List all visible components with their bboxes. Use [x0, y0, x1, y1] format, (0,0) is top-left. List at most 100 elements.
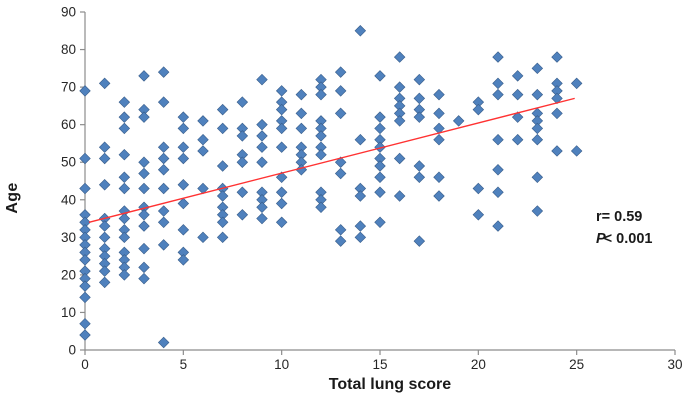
data-point: [393, 115, 406, 127]
data-point: [334, 85, 347, 97]
data-point: [354, 133, 367, 146]
data-point: [492, 77, 504, 90]
data-point: [492, 88, 504, 101]
data-point: [138, 272, 150, 285]
data-point: [177, 122, 190, 135]
data-point: [354, 231, 367, 244]
data-point: [98, 179, 111, 191]
data-point: [118, 212, 131, 225]
data-point: [138, 111, 150, 123]
data-point: [354, 220, 367, 232]
data-point: [138, 167, 150, 180]
data-point: [216, 231, 229, 244]
data-point: [492, 51, 504, 63]
trend-line: [88, 97, 575, 223]
data-point: [413, 160, 426, 172]
data-point: [157, 66, 170, 78]
y-tick-label: 90: [61, 5, 76, 20]
y-tick-label: 20: [61, 267, 76, 282]
data-point: [138, 156, 150, 168]
data-point: [177, 111, 190, 123]
data-point: [98, 141, 111, 153]
data-point: [118, 122, 131, 135]
data-point: [157, 336, 170, 349]
r-value-label: r= 0.59: [596, 209, 643, 225]
x-tick-label: 30: [667, 357, 682, 372]
y-tick-label: 10: [61, 305, 76, 320]
data-point: [492, 186, 504, 198]
data-point: [334, 224, 347, 236]
data-point: [354, 25, 367, 37]
data-point: [315, 130, 327, 142]
data-point: [236, 209, 249, 221]
data-point: [511, 88, 524, 101]
data-point: [118, 231, 131, 244]
data-point: [570, 145, 583, 157]
data-point: [413, 73, 426, 86]
data-point: [79, 182, 91, 195]
data-point: [433, 88, 445, 101]
data-point: [138, 242, 150, 255]
data-point: [354, 190, 367, 202]
data-point: [531, 88, 544, 101]
data-point: [138, 182, 150, 195]
data-point: [275, 171, 288, 183]
data-point: [374, 171, 386, 183]
data-point: [413, 111, 426, 123]
data-point: [393, 51, 406, 63]
data-point: [79, 280, 91, 292]
data-point: [79, 291, 91, 304]
data-point: [138, 261, 150, 274]
data-point: [197, 231, 209, 244]
data-point: [118, 171, 131, 183]
data-point: [177, 179, 190, 191]
p-value-label: P< 0.001: [596, 228, 652, 250]
data-point: [570, 77, 583, 90]
x-tick-label: 5: [180, 357, 188, 372]
data-point: [197, 145, 209, 157]
data-point: [177, 254, 190, 266]
data-point: [157, 182, 170, 195]
data-point: [374, 216, 386, 229]
data-point: [256, 156, 268, 168]
data-point: [492, 133, 504, 146]
data-point: [551, 145, 563, 157]
data-point: [157, 96, 170, 108]
data-point: [118, 111, 131, 123]
data-point: [98, 152, 111, 165]
data-point: [98, 276, 111, 289]
data-point: [315, 148, 327, 161]
data-point: [79, 254, 91, 266]
data-point: [256, 73, 268, 86]
data-point: [98, 265, 111, 277]
y-tick-label: 80: [61, 42, 76, 57]
data-point: [236, 130, 249, 142]
data-point: [118, 269, 131, 281]
data-point: [433, 133, 445, 146]
data-point: [374, 70, 386, 82]
data-point: [492, 220, 504, 232]
data-point: [374, 141, 386, 153]
data-point: [275, 216, 288, 229]
data-point: [334, 66, 347, 78]
x-tick-label: 0: [81, 357, 89, 372]
data-point: [315, 88, 327, 101]
data-point: [452, 115, 465, 127]
data-point: [79, 317, 91, 330]
data-point: [374, 111, 386, 123]
data-point: [531, 171, 544, 183]
data-point: [551, 107, 563, 120]
data-point: [295, 88, 308, 101]
y-tick-label: 30: [61, 230, 76, 245]
data-point: [236, 156, 249, 168]
data-point: [216, 216, 229, 229]
data-point: [413, 92, 426, 105]
data-point: [531, 122, 544, 135]
data-point: [197, 115, 209, 127]
data-point: [413, 235, 426, 247]
data-point: [531, 62, 544, 75]
data-point: [472, 209, 485, 221]
x-tick-label: 20: [471, 357, 486, 372]
